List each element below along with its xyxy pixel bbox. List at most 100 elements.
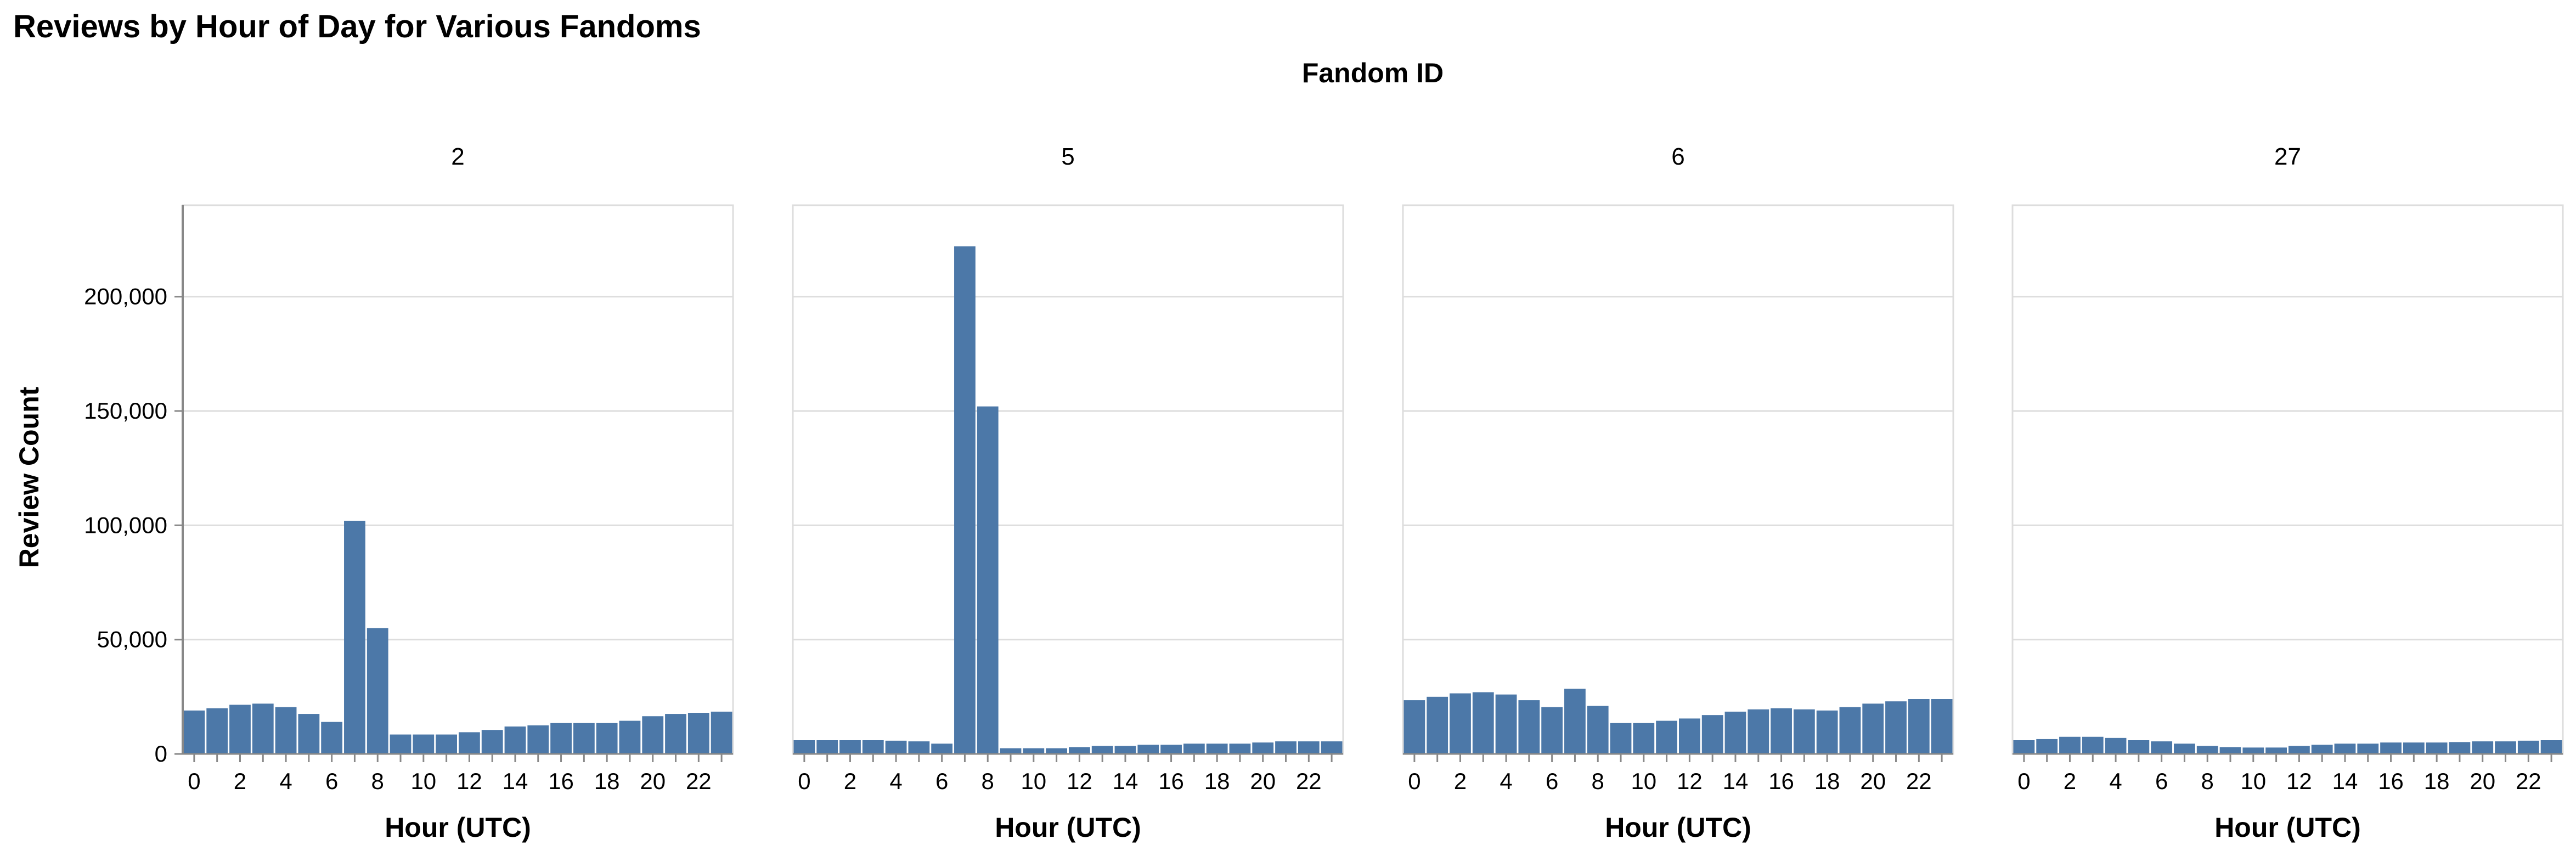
bar [321,722,343,754]
bar [2449,742,2471,754]
x-tick-label: 18 [1814,768,1840,794]
bar [1908,699,1930,754]
bar [206,708,228,754]
bar [298,714,320,754]
bar [1518,700,1540,754]
bar [1633,723,1655,754]
bar [229,705,251,754]
bar [275,707,297,754]
bar [619,720,641,754]
panel-frame [792,204,1344,755]
panel-frame [182,204,734,755]
bar [2242,747,2264,754]
x-tick-label: 0 [2017,768,2030,794]
bar [1885,701,1907,754]
x-tick-label: 16 [548,768,574,794]
x-tick-label: 6 [1546,768,1558,794]
x-tick-label: 14 [1723,768,1749,794]
bar [573,723,595,754]
x-tick-label: 10 [1021,768,1046,794]
bar [2517,740,2539,754]
x-axis-title: Hour (UTC) [2214,812,2361,843]
bar [2174,744,2195,754]
y-tick-label: 50,000 [97,627,167,652]
bar [2288,746,2310,754]
bar [1793,709,1815,754]
x-tick-label: 10 [2240,768,2266,794]
x-tick-label: 8 [982,768,994,794]
bar [931,744,953,754]
bar [1160,745,1182,754]
bar [1091,746,1113,754]
bar [1321,741,1343,754]
bar [1183,744,1205,754]
x-tick-label: 20 [1250,768,1276,794]
facet-label: 2 [451,143,464,170]
bar [1069,747,1090,754]
x-tick-label: 18 [2424,768,2450,794]
x-tick-label: 6 [2155,768,2168,794]
bar [1748,709,1769,754]
x-tick-label: 14 [503,768,528,794]
bar [1023,748,1045,754]
bar [2357,744,2379,754]
bar [1564,689,1586,754]
x-tick-label: 12 [2286,768,2312,794]
bar [1931,699,1953,754]
x-tick-label: 0 [798,768,810,794]
bar [687,713,709,754]
bar [2472,741,2494,754]
x-tick-label: 22 [2516,768,2541,794]
x-tick-label: 4 [889,768,902,794]
bar [2311,745,2333,754]
x-tick-label: 14 [1113,768,1138,794]
bar [1450,693,1471,754]
bar [1724,711,1746,754]
panel-frame [1402,204,1954,755]
bar [2128,740,2150,754]
bar [1137,745,1159,754]
x-tick-label: 22 [686,768,712,794]
bar [885,740,907,754]
x-tick-label: 2 [1454,768,1467,794]
x-tick-label: 14 [2332,768,2358,794]
bar [816,740,838,754]
x-tick-label: 10 [410,768,436,794]
bar [1229,744,1251,754]
bar [839,740,861,754]
x-tick-label: 20 [2470,768,2495,794]
bar [183,710,205,754]
bar [665,714,686,754]
bar [2426,742,2448,754]
bar [1000,748,1022,754]
bar [1046,748,1067,754]
x-tick-label: 12 [456,768,482,794]
bar [413,734,435,754]
y-tick-label: 200,000 [84,284,167,309]
x-tick-label: 22 [1906,768,1932,794]
y-tick-label: 150,000 [84,398,167,424]
bar [1298,741,1320,754]
chart-title: Reviews by Hour of Day for Various Fando… [13,9,701,44]
bar [527,725,549,754]
bar [954,246,976,754]
bar [2495,741,2516,754]
x-tick-label: 18 [1204,768,1230,794]
bar [642,716,664,754]
x-tick-label: 2 [234,768,246,794]
x-tick-label: 12 [1677,768,1703,794]
bar [2540,740,2562,754]
x-tick-label: 0 [188,768,200,794]
bar [504,727,526,754]
x-axis-title: Hour (UTC) [995,812,1141,843]
bar [1495,694,1517,754]
bar [1541,707,1563,754]
bar [1587,706,1609,754]
x-tick-label: 10 [1631,768,1656,794]
bar [1275,741,1297,754]
y-tick-label: 100,000 [84,512,167,538]
bar [2219,747,2241,754]
bar [1206,744,1228,754]
bar [1816,710,1838,754]
